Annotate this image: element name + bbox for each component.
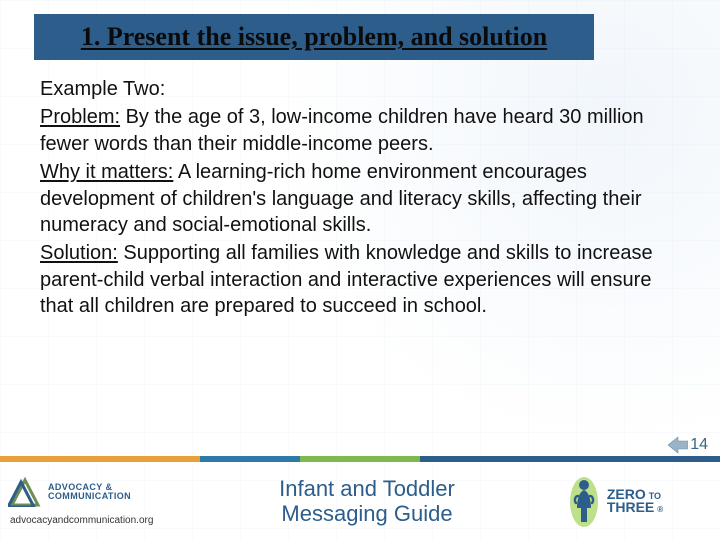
why-paragraph: Why it matters: A learning-rich home env… — [40, 159, 680, 238]
advocacy-logo: ADVOCACY & COMMUNICATION — [8, 477, 131, 507]
why-label: Why it matters: — [40, 161, 173, 183]
footer-center-title: Infant and Toddler Messaging Guide — [188, 476, 526, 527]
zero-to-three-text: ZERO TO THREE® — [607, 488, 663, 515]
child-figure-icon — [569, 474, 599, 528]
slide-body: Example Two: Problem: By the age of 3, l… — [40, 76, 680, 322]
footer: 14 ADVOCACY & COMMUNICATION advocacyandc… — [0, 462, 720, 540]
title-bar: 1. Present the issue, problem, and solut… — [34, 14, 594, 60]
problem-paragraph: Problem: By the age of 3, low-income chi… — [40, 104, 680, 157]
center-line1: Infant and Toddler — [208, 476, 526, 501]
advocacy-url: advocacyandcommunication.org — [10, 515, 153, 526]
advocacy-logo-line2: COMMUNICATION — [48, 492, 131, 501]
solution-paragraph: Solution: Supporting all families with k… — [40, 240, 680, 319]
advocacy-logo-text: ADVOCACY & COMMUNICATION — [48, 483, 131, 501]
page-number-group: 14 — [668, 436, 708, 454]
z3-line2: THREE — [607, 501, 654, 514]
left-logo-block: ADVOCACY & COMMUNICATION advocacyandcomm… — [8, 477, 188, 526]
advocacy-logo-icon — [8, 477, 42, 507]
zero-to-three-logo: ZERO TO THREE® — [526, 474, 706, 528]
page-number: 14 — [690, 436, 708, 454]
solution-text: Supporting all families with knowledge a… — [40, 242, 653, 317]
arrow-left-icon — [668, 436, 688, 454]
footer-inner: ADVOCACY & COMMUNICATION advocacyandcomm… — [0, 462, 720, 540]
problem-label: Problem: — [40, 106, 120, 128]
z3-registered: ® — [657, 506, 663, 514]
problem-text: By the age of 3, low-income children hav… — [40, 106, 644, 154]
slide-title: 1. Present the issue, problem, and solut… — [81, 22, 547, 52]
center-line2: Messaging Guide — [208, 501, 526, 526]
solution-label: Solution: — [40, 242, 118, 264]
example-heading: Example Two: — [40, 76, 680, 102]
